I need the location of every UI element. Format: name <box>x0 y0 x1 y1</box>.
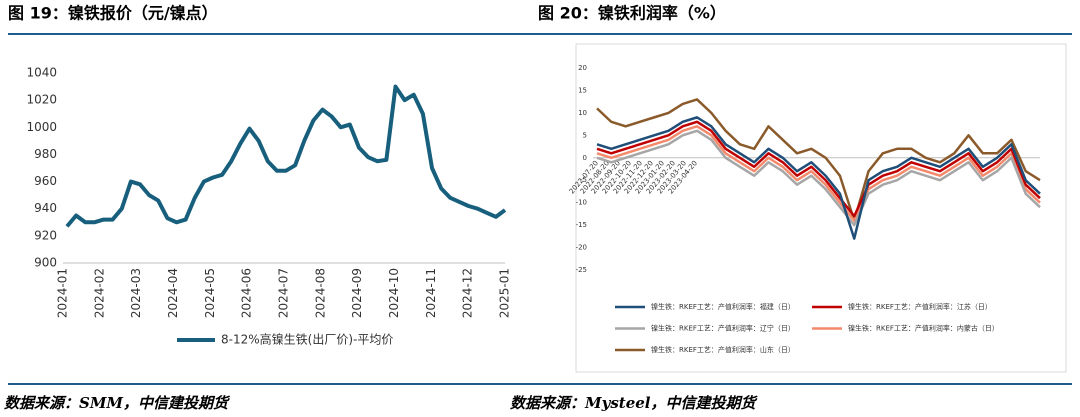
y-tick-label: 940 <box>34 201 57 215</box>
x-tick-label: 2024-08 <box>313 268 327 318</box>
series-line <box>596 98 1041 222</box>
series-line <box>596 129 1041 227</box>
x-tick-label: 2024-06 <box>240 268 254 318</box>
y-tick-label: 920 <box>34 228 57 242</box>
y-tick-label: 1040 <box>26 66 57 80</box>
figure-title: 图 20：镍铁利润率（%） <box>538 4 726 23</box>
figure-title: 图 19：镍铁报价（元/镍点） <box>8 4 218 23</box>
legend-label: 8-12%高镍生铁(出厂价)-平均价 <box>221 332 393 347</box>
x-tick-label: 2025-01 <box>498 268 512 318</box>
series-line <box>65 84 507 228</box>
legend-label: 镍生铁：RKEF工艺：产值利润率：山东（日） <box>651 345 795 354</box>
legend-label: 镍生铁：RKEF工艺：产值利润率：福建（日） <box>651 302 795 311</box>
chart-frame <box>575 43 1067 373</box>
y-tick-label: -10 <box>576 199 587 207</box>
y-tick-label: -25 <box>576 266 587 274</box>
y-tick-label: 20 <box>578 64 587 72</box>
legend-label: 镍生铁：RKEF工艺：产值利润率：江苏（日） <box>848 302 992 311</box>
x-tick-label: 2024-07 <box>277 268 291 318</box>
y-tick-label: -20 <box>576 244 587 252</box>
x-tick-label: 2024-10 <box>387 268 401 318</box>
y-tick-label: -15 <box>576 221 587 229</box>
legend-label: 镍生铁：RKEF工艺：产值利润率：内蒙古（日） <box>848 324 999 333</box>
y-tick-label: 960 <box>34 174 57 188</box>
x-tick-label: 2024-09 <box>350 268 364 318</box>
legend-label: 镍生铁：RKEF工艺：产值利润率：辽宁（日） <box>651 324 795 333</box>
y-tick-label: 0 <box>583 154 587 162</box>
x-tick-label: 2024-04 <box>166 268 180 318</box>
series-line <box>596 120 1041 218</box>
series-line <box>596 116 1041 240</box>
x-tick-label: 2024-11 <box>424 268 438 318</box>
x-tick-label: 2024-03 <box>129 268 143 318</box>
y-tick-label: 980 <box>34 147 57 161</box>
y-tick-label: 1000 <box>26 120 57 134</box>
y-tick-label: -5 <box>580 176 587 184</box>
x-tick-label: 2024-02 <box>92 268 106 318</box>
x-tick-label: 2024-01 <box>56 268 70 318</box>
y-tick-label: 15 <box>578 86 587 94</box>
series-line <box>596 125 1041 222</box>
y-tick-label: 900 <box>34 256 57 270</box>
source: 数据来源：Mysteel，中信建投期货 <box>510 394 758 412</box>
x-tick-label: 2024-05 <box>203 268 217 318</box>
y-tick-label: 10 <box>578 109 587 117</box>
y-tick-label: 5 <box>583 131 587 139</box>
x-tick-label: 2024-12 <box>461 268 475 318</box>
y-tick-label: 1020 <box>26 93 57 107</box>
source: 数据来源：SMM，中信建投期货 <box>4 394 231 412</box>
